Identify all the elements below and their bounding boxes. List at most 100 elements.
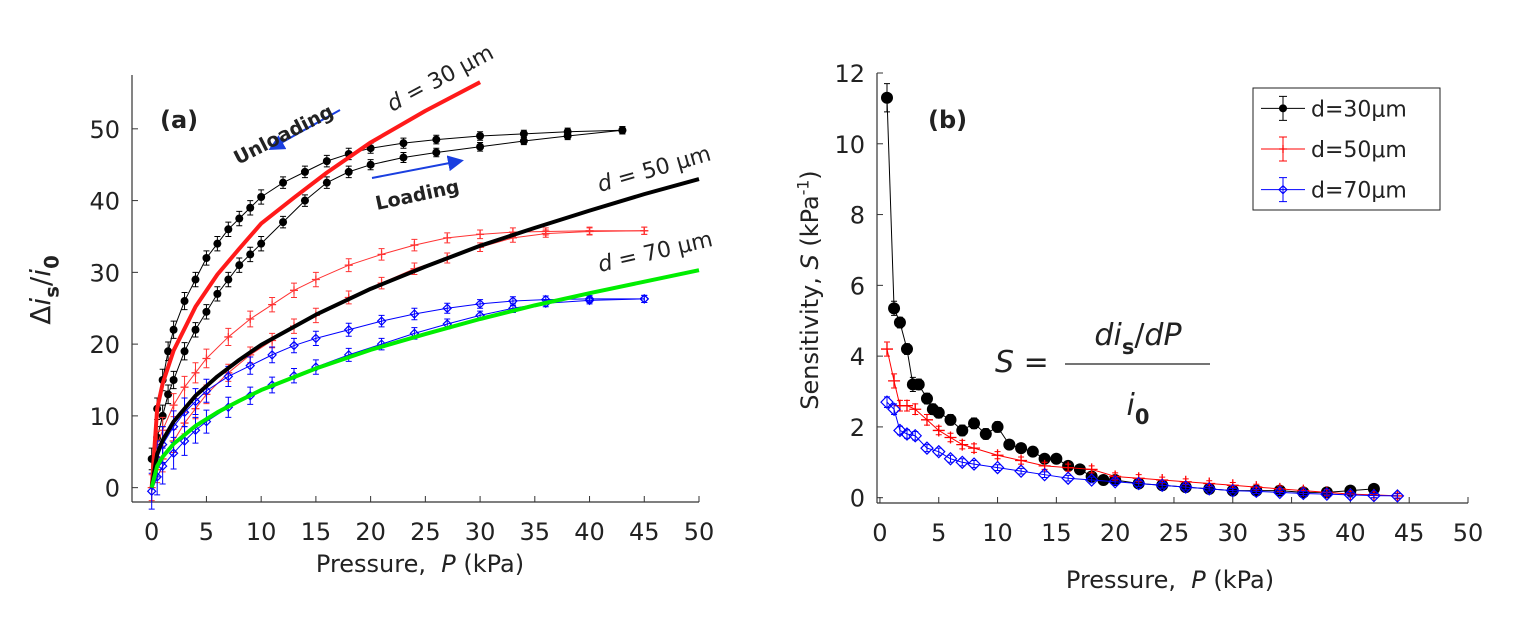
error-bar: [1300, 490, 1307, 497]
series: [147, 126, 627, 471]
marker: [900, 343, 913, 356]
x-axis-label-part: (kPa): [1206, 566, 1274, 594]
marker: [169, 376, 178, 384]
x-axis-label-part: P: [441, 550, 456, 578]
annotation: (b): [928, 106, 967, 134]
error-bar: [1206, 486, 1213, 492]
marker: [979, 427, 992, 440]
annotation-part: = 70 μm: [609, 227, 715, 274]
marker: [944, 413, 957, 426]
marker: [344, 167, 353, 176]
x-tick-label: 30: [465, 518, 496, 546]
error-bar: [1370, 492, 1377, 499]
marker: [235, 261, 244, 270]
marker: [475, 299, 485, 309]
x-tick-label: 35: [1276, 519, 1307, 547]
marker: [279, 218, 288, 227]
marker: [344, 261, 353, 270]
data-line: [151, 230, 645, 488]
marker: [991, 449, 1004, 462]
series: [149, 80, 482, 488]
marker: [1050, 452, 1063, 465]
marker: [955, 455, 970, 470]
x-tick-label: 35: [520, 518, 551, 546]
y-tick-label: 6: [850, 272, 865, 300]
marker: [180, 383, 189, 392]
marker: [443, 233, 452, 242]
marker: [476, 230, 485, 239]
marker: [224, 225, 233, 234]
marker: [224, 332, 233, 341]
marker: [639, 294, 650, 304]
annotation-part: (a): [160, 106, 198, 134]
y-tick-label: 12: [834, 60, 865, 88]
fit-line: [149, 177, 700, 488]
marker: [1249, 484, 1264, 499]
formula-lhs-part: S: [995, 345, 1014, 380]
x-tick-label: 5: [931, 519, 946, 547]
error-bar: [1229, 487, 1236, 494]
marker: [1225, 483, 1240, 498]
marker: [476, 142, 485, 151]
annotation: (a): [160, 106, 198, 134]
error-bar: [1159, 481, 1166, 489]
error-bar: [1347, 492, 1354, 498]
marker: [245, 360, 256, 371]
marker: [1003, 438, 1016, 451]
marker: [213, 239, 222, 248]
formula-denominator-part: i: [1127, 388, 1136, 423]
formula-numerator-part: s: [1122, 335, 1135, 359]
marker: [1061, 471, 1075, 486]
marker: [377, 250, 386, 259]
y-tick-label: 40: [89, 188, 120, 216]
y-tick-label: 20: [89, 331, 120, 359]
error-bar: [269, 346, 276, 364]
y-tick-label: 50: [89, 116, 120, 144]
marker: [932, 424, 945, 437]
error-bar: [935, 447, 942, 456]
y-axis-label-part: 0: [40, 255, 63, 269]
marker: [908, 428, 923, 443]
marker: [1108, 474, 1123, 489]
marker: [322, 157, 331, 166]
marker: [476, 132, 485, 140]
formula-numerator-part: /: [1134, 318, 1145, 353]
x-tick-label: 15: [301, 518, 332, 546]
marker: [202, 307, 211, 316]
error-bar: [1112, 478, 1119, 486]
error-bar: [994, 464, 1001, 471]
marker: [584, 295, 595, 306]
marker: [432, 148, 441, 157]
marker: [158, 411, 167, 420]
marker: [146, 486, 157, 497]
annotation-part: (b): [928, 106, 967, 134]
marker: [246, 203, 255, 212]
marker: [279, 178, 288, 187]
marker: [931, 444, 946, 459]
marker: [224, 275, 233, 284]
marker: [1038, 452, 1051, 465]
x-tick-label: 50: [1453, 519, 1484, 547]
marker: [246, 315, 255, 323]
formula-numerator-part: i: [1113, 318, 1122, 353]
marker: [169, 401, 178, 410]
marker: [1131, 476, 1146, 491]
marker: [1026, 445, 1039, 458]
x-tick-label: 30: [1218, 519, 1249, 547]
formula-denominator-part: 0: [1135, 405, 1150, 429]
error-bar: [192, 416, 199, 444]
marker: [191, 368, 200, 377]
error-bar: [1276, 489, 1283, 496]
error-bar: [1088, 476, 1095, 484]
annotation: Loading: [373, 176, 461, 215]
series: [880, 395, 1405, 503]
marker: [943, 451, 958, 466]
marker: [1279, 104, 1287, 113]
marker: [257, 239, 266, 248]
legend-label: d=50μm: [1311, 138, 1407, 163]
marker: [300, 196, 309, 205]
x-axis-label: Pressure, P (kPa): [316, 550, 524, 578]
marker: [640, 226, 649, 235]
formula-lhs: S =: [995, 345, 1049, 380]
error-bar: [1135, 480, 1142, 487]
